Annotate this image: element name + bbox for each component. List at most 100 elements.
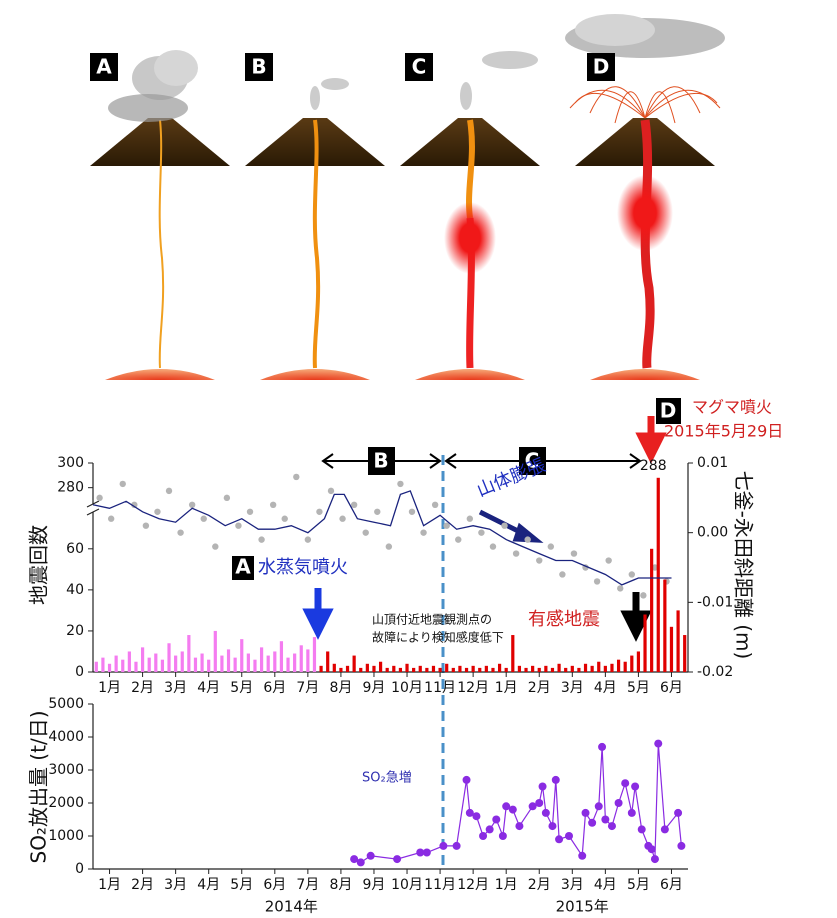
- point: [142, 522, 150, 529]
- point: [547, 543, 555, 550]
- illustrations: A B C D: [90, 14, 725, 380]
- bar: [385, 667, 389, 672]
- point: [621, 779, 630, 788]
- point: [541, 808, 550, 817]
- bar: [412, 667, 416, 672]
- bar: [577, 667, 581, 672]
- point: [551, 775, 560, 784]
- point: [304, 536, 312, 543]
- x-tick-label: 9月: [363, 877, 386, 893]
- bar: [537, 667, 541, 672]
- annotation: C: [525, 449, 540, 473]
- bar: [451, 667, 455, 672]
- x-tick-label: 4月: [197, 877, 220, 893]
- line: [92, 490, 672, 586]
- point: [651, 564, 659, 571]
- bar: [154, 653, 158, 672]
- point: [131, 501, 138, 508]
- point: [508, 805, 517, 814]
- point: [472, 812, 481, 821]
- bar: [504, 667, 508, 672]
- bar: [253, 659, 257, 672]
- x-tick-label: 7月: [296, 680, 319, 696]
- x-tick-label: 10月: [391, 680, 423, 696]
- bar: [471, 665, 475, 672]
- bar: [101, 657, 105, 672]
- y2-tick-label: -0.01: [697, 594, 733, 610]
- point: [393, 855, 402, 864]
- bar: [405, 663, 409, 672]
- bar: [207, 659, 211, 672]
- bar: [372, 665, 376, 672]
- y2-tick-label: 0.00: [697, 525, 728, 541]
- point: [165, 487, 173, 495]
- x-tick-label: 3月: [164, 680, 187, 696]
- point: [466, 515, 474, 522]
- point: [465, 808, 474, 817]
- bar: [623, 661, 627, 672]
- bar: [134, 661, 138, 672]
- x-tick-label: 2月: [528, 877, 551, 893]
- annotation: 有感地震: [528, 609, 600, 630]
- point: [258, 536, 265, 543]
- x-tick-label: 11月: [424, 877, 456, 893]
- bar: [220, 655, 224, 672]
- bar: [174, 655, 178, 672]
- bar: [431, 665, 436, 672]
- panel-label: B: [251, 55, 266, 79]
- point: [416, 848, 425, 857]
- point: [281, 515, 288, 522]
- point: [350, 855, 359, 864]
- x-tick-label: 6月: [660, 680, 683, 696]
- x-tick-label: 1月: [495, 680, 518, 696]
- bar: [147, 657, 151, 672]
- x-tick-label: 2月: [131, 877, 154, 893]
- bar: [531, 665, 535, 672]
- point: [422, 848, 431, 857]
- x-tick-label: 8月: [329, 680, 352, 696]
- y-tick-label: 0: [75, 664, 84, 680]
- bar: [550, 667, 555, 672]
- point: [588, 818, 597, 827]
- bar: [603, 665, 607, 672]
- y2-tick-label: -0.02: [697, 664, 733, 680]
- x-tick-label: 3月: [561, 877, 584, 893]
- point: [397, 480, 404, 488]
- bar: [339, 667, 343, 672]
- x-tick-label: 1月: [98, 680, 121, 696]
- annotation: B: [373, 449, 388, 473]
- bar: [544, 665, 548, 672]
- y-axis-label: SO₂放出量 (t/日): [27, 711, 51, 864]
- bar: [114, 655, 118, 672]
- point: [316, 508, 323, 515]
- point: [188, 501, 196, 508]
- bar: [491, 667, 495, 672]
- annotation: 故障により検知感度低下: [372, 630, 504, 645]
- x-tick-label: 9月: [363, 680, 386, 696]
- point: [640, 592, 647, 599]
- bar: [643, 614, 647, 672]
- x-tick-label: 7月: [296, 877, 319, 893]
- x-tick-label: 4月: [197, 680, 220, 696]
- volcano-b: [245, 78, 385, 380]
- point: [677, 841, 686, 850]
- bar: [233, 657, 237, 672]
- point: [462, 775, 471, 784]
- point: [515, 822, 524, 831]
- point: [327, 487, 335, 495]
- point: [528, 802, 537, 811]
- y-tick-label: 40: [66, 582, 84, 598]
- bar: [511, 635, 515, 672]
- point: [223, 494, 231, 502]
- point: [627, 808, 636, 817]
- point: [485, 825, 494, 834]
- bar: [273, 651, 277, 672]
- point: [498, 832, 507, 840]
- panel-label: D: [593, 55, 610, 79]
- bar: [497, 663, 502, 672]
- bar: [669, 626, 674, 672]
- y-tick-label: 300: [57, 455, 84, 471]
- x-year-label: 2014年: [265, 898, 318, 916]
- bar: [484, 665, 488, 672]
